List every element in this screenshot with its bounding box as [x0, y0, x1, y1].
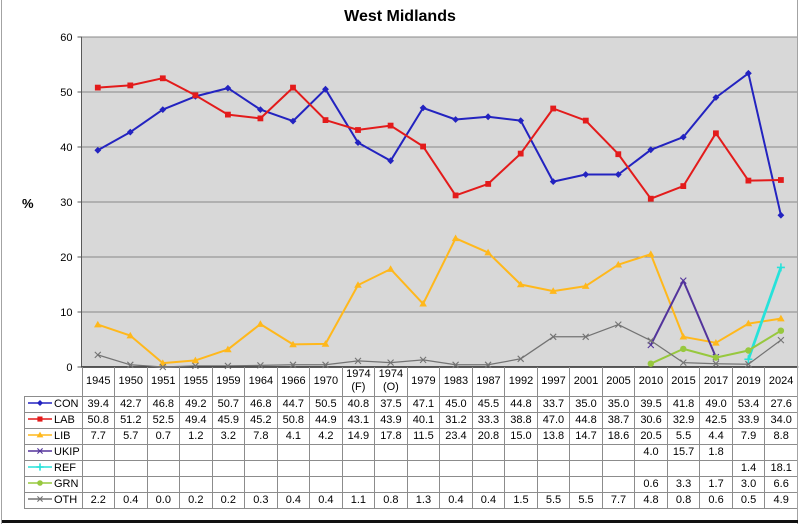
- svg-text:30: 30: [60, 197, 72, 209]
- svg-text:10: 10: [60, 307, 72, 319]
- svg-text:20: 20: [60, 252, 72, 264]
- svg-text:50: 50: [60, 87, 72, 99]
- svg-text:0: 0: [66, 362, 72, 374]
- svg-text:40: 40: [60, 142, 72, 154]
- svg-text:60: 60: [60, 32, 72, 44]
